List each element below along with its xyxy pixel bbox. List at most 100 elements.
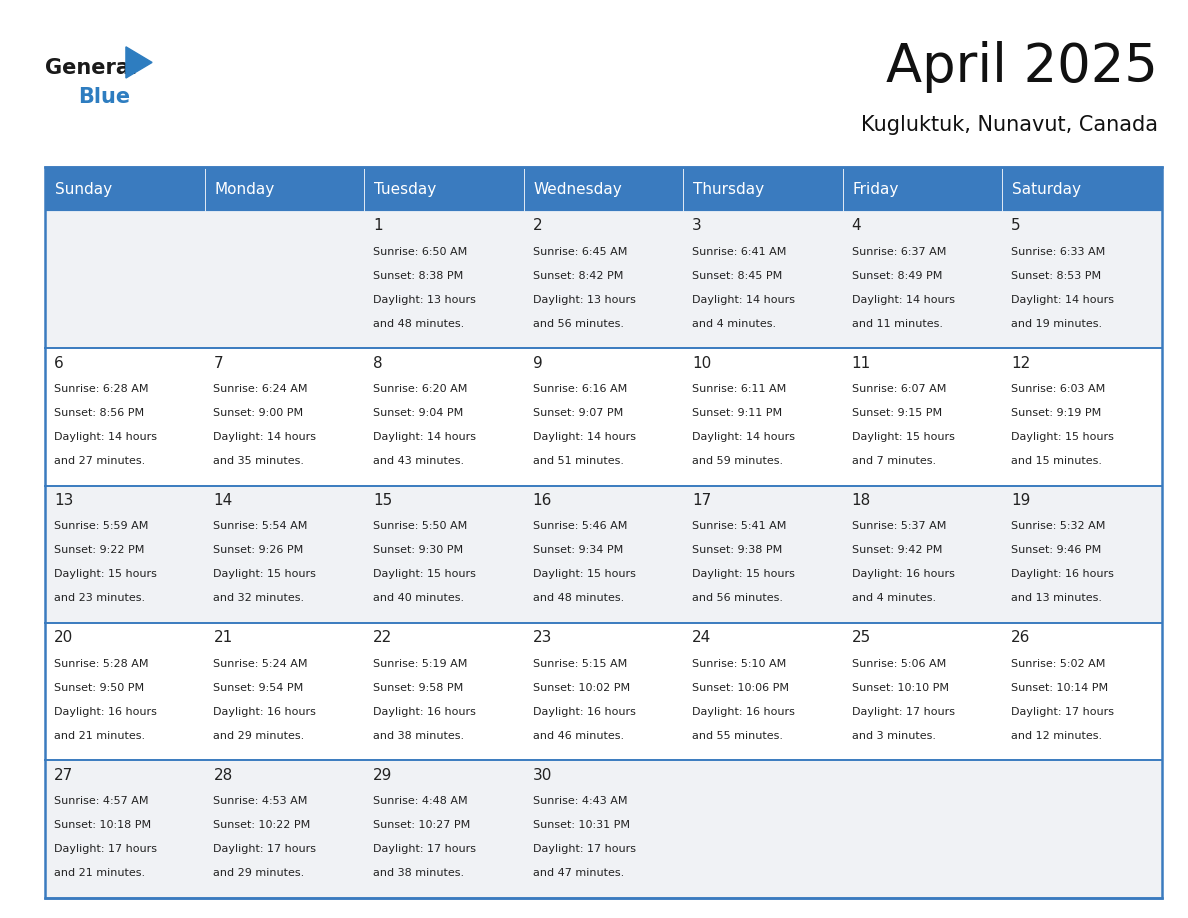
Text: Sunset: 9:22 PM: Sunset: 9:22 PM — [53, 545, 144, 555]
Text: Sunset: 9:34 PM: Sunset: 9:34 PM — [532, 545, 623, 555]
Text: Daylight: 16 hours: Daylight: 16 hours — [1011, 569, 1114, 579]
Text: 1: 1 — [373, 218, 383, 233]
Text: 18: 18 — [852, 493, 871, 509]
Text: Sunset: 10:02 PM: Sunset: 10:02 PM — [532, 683, 630, 693]
Text: Sunset: 8:42 PM: Sunset: 8:42 PM — [532, 271, 623, 281]
Text: and 29 minutes.: and 29 minutes. — [214, 731, 304, 741]
Bar — [45, 486, 1162, 623]
Text: Sunrise: 4:57 AM: Sunrise: 4:57 AM — [53, 796, 148, 806]
Text: 24: 24 — [693, 631, 712, 645]
Text: 9: 9 — [532, 356, 542, 371]
Text: Sunrise: 5:50 AM: Sunrise: 5:50 AM — [373, 521, 467, 532]
Text: 5: 5 — [1011, 218, 1020, 233]
Text: and 47 minutes.: and 47 minutes. — [532, 868, 624, 879]
Text: Daylight: 17 hours: Daylight: 17 hours — [852, 707, 955, 717]
Text: Daylight: 13 hours: Daylight: 13 hours — [373, 295, 476, 305]
Text: Sunset: 9:26 PM: Sunset: 9:26 PM — [214, 545, 304, 555]
Bar — [683, 167, 842, 211]
Text: Sunset: 8:38 PM: Sunset: 8:38 PM — [373, 271, 463, 281]
Text: 8: 8 — [373, 356, 383, 371]
Text: 14: 14 — [214, 493, 233, 509]
Text: Sunset: 8:45 PM: Sunset: 8:45 PM — [693, 271, 782, 281]
Text: Daylight: 14 hours: Daylight: 14 hours — [693, 432, 795, 442]
Text: Sunrise: 5:59 AM: Sunrise: 5:59 AM — [53, 521, 148, 532]
Text: Sunset: 9:42 PM: Sunset: 9:42 PM — [852, 545, 942, 555]
Text: and 13 minutes.: and 13 minutes. — [1011, 593, 1102, 603]
Text: 13: 13 — [53, 493, 74, 509]
Text: Sunset: 9:58 PM: Sunset: 9:58 PM — [373, 683, 463, 693]
Text: Sunrise: 5:54 AM: Sunrise: 5:54 AM — [214, 521, 308, 532]
Bar — [45, 167, 204, 211]
Text: and 4 minutes.: and 4 minutes. — [693, 319, 776, 329]
Bar — [204, 167, 365, 211]
Bar — [45, 349, 1162, 486]
Text: and 43 minutes.: and 43 minutes. — [373, 456, 465, 466]
Text: and 27 minutes.: and 27 minutes. — [53, 456, 145, 466]
Text: Daylight: 15 hours: Daylight: 15 hours — [53, 569, 157, 579]
Text: Sunset: 10:14 PM: Sunset: 10:14 PM — [1011, 683, 1108, 693]
Text: Sunrise: 4:53 AM: Sunrise: 4:53 AM — [214, 796, 308, 806]
Text: Daylight: 14 hours: Daylight: 14 hours — [373, 432, 476, 442]
Text: Sunset: 10:06 PM: Sunset: 10:06 PM — [693, 683, 789, 693]
Text: and 46 minutes.: and 46 minutes. — [532, 731, 624, 741]
Bar — [45, 211, 1162, 349]
Text: General: General — [45, 58, 137, 78]
Text: Daylight: 14 hours: Daylight: 14 hours — [693, 295, 795, 305]
Text: Sunset: 9:30 PM: Sunset: 9:30 PM — [373, 545, 463, 555]
Text: 3: 3 — [693, 218, 702, 233]
Text: Sunrise: 6:07 AM: Sunrise: 6:07 AM — [852, 384, 946, 394]
Text: and 21 minutes.: and 21 minutes. — [53, 731, 145, 741]
Text: and 38 minutes.: and 38 minutes. — [373, 868, 465, 879]
Text: 17: 17 — [693, 493, 712, 509]
Polygon shape — [126, 47, 152, 78]
Text: and 51 minutes.: and 51 minutes. — [532, 456, 624, 466]
Text: and 48 minutes.: and 48 minutes. — [532, 593, 624, 603]
Text: and 40 minutes.: and 40 minutes. — [373, 593, 465, 603]
Text: 27: 27 — [53, 767, 74, 783]
Text: Sunset: 9:00 PM: Sunset: 9:00 PM — [214, 408, 304, 418]
Text: Wednesday: Wednesday — [533, 182, 623, 196]
Text: Daylight: 13 hours: Daylight: 13 hours — [532, 295, 636, 305]
Text: Sunrise: 5:15 AM: Sunrise: 5:15 AM — [532, 658, 627, 668]
Text: Sunset: 10:10 PM: Sunset: 10:10 PM — [852, 683, 948, 693]
Text: Sunrise: 5:41 AM: Sunrise: 5:41 AM — [693, 521, 786, 532]
Text: Sunrise: 6:16 AM: Sunrise: 6:16 AM — [532, 384, 627, 394]
Text: and 55 minutes.: and 55 minutes. — [693, 731, 783, 741]
Text: and 23 minutes.: and 23 minutes. — [53, 593, 145, 603]
Text: Daylight: 16 hours: Daylight: 16 hours — [852, 569, 954, 579]
Text: Sunset: 9:07 PM: Sunset: 9:07 PM — [532, 408, 623, 418]
Text: Sunrise: 6:50 AM: Sunrise: 6:50 AM — [373, 247, 467, 257]
Bar — [45, 760, 1162, 898]
Text: Kugluktuk, Nunavut, Canada: Kugluktuk, Nunavut, Canada — [861, 115, 1158, 135]
Text: Sunset: 8:56 PM: Sunset: 8:56 PM — [53, 408, 144, 418]
Text: Sunrise: 5:28 AM: Sunrise: 5:28 AM — [53, 658, 148, 668]
Text: and 32 minutes.: and 32 minutes. — [214, 593, 304, 603]
Bar — [1003, 167, 1162, 211]
Text: Sunrise: 6:11 AM: Sunrise: 6:11 AM — [693, 384, 786, 394]
Text: Sunset: 9:04 PM: Sunset: 9:04 PM — [373, 408, 463, 418]
Text: Sunrise: 6:03 AM: Sunrise: 6:03 AM — [1011, 384, 1105, 394]
Text: 20: 20 — [53, 631, 74, 645]
Text: and 29 minutes.: and 29 minutes. — [214, 868, 304, 879]
Text: Sunset: 10:18 PM: Sunset: 10:18 PM — [53, 820, 151, 830]
Text: and 11 minutes.: and 11 minutes. — [852, 319, 942, 329]
Bar — [45, 167, 1162, 898]
Bar — [524, 167, 683, 211]
Text: Friday: Friday — [852, 182, 899, 196]
Text: Sunrise: 6:45 AM: Sunrise: 6:45 AM — [532, 247, 627, 257]
Text: Daylight: 15 hours: Daylight: 15 hours — [532, 569, 636, 579]
Text: Sunset: 10:31 PM: Sunset: 10:31 PM — [532, 820, 630, 830]
Text: 21: 21 — [214, 631, 233, 645]
Text: Sunset: 9:50 PM: Sunset: 9:50 PM — [53, 683, 144, 693]
Text: Sunset: 9:38 PM: Sunset: 9:38 PM — [693, 545, 782, 555]
Text: 12: 12 — [1011, 356, 1030, 371]
Text: Sunset: 9:54 PM: Sunset: 9:54 PM — [214, 683, 304, 693]
Text: Daylight: 16 hours: Daylight: 16 hours — [53, 707, 157, 717]
Text: April 2025: April 2025 — [886, 41, 1158, 94]
Text: Sunset: 8:53 PM: Sunset: 8:53 PM — [1011, 271, 1101, 281]
Text: Sunrise: 5:46 AM: Sunrise: 5:46 AM — [532, 521, 627, 532]
Text: Sunrise: 6:28 AM: Sunrise: 6:28 AM — [53, 384, 148, 394]
Text: Daylight: 14 hours: Daylight: 14 hours — [852, 295, 955, 305]
Text: Tuesday: Tuesday — [374, 182, 436, 196]
Text: 4: 4 — [852, 218, 861, 233]
